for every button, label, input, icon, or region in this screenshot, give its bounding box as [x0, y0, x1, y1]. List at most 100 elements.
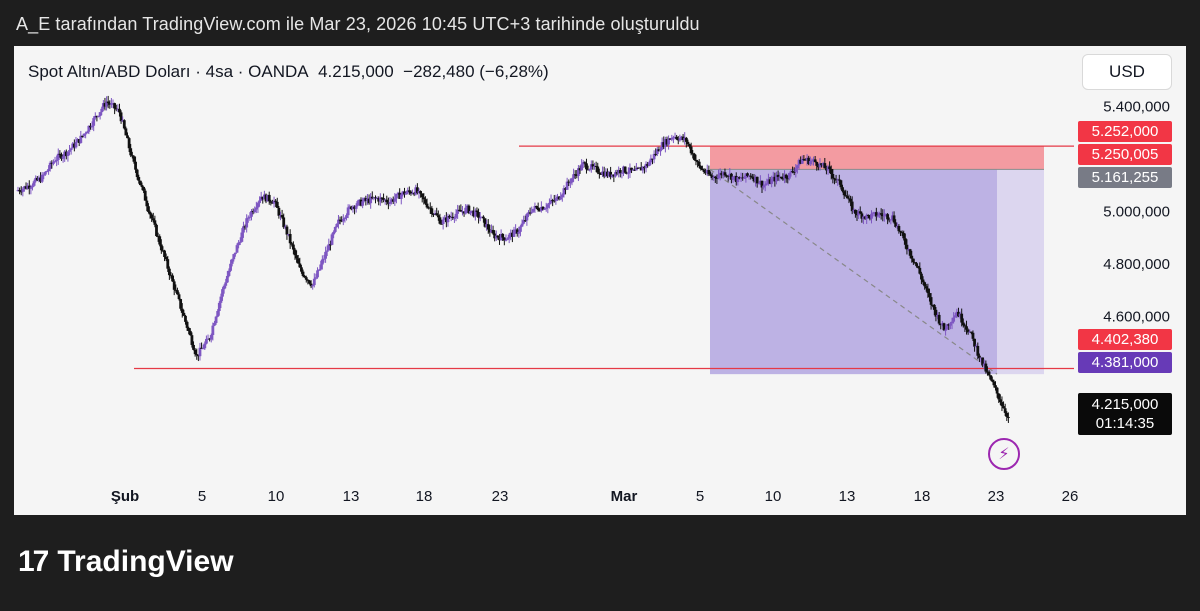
candle-body [106, 101, 110, 104]
lightning-icon[interactable]: ⚡ [988, 438, 1020, 470]
candle-body [158, 236, 162, 245]
candle-body [97, 116, 100, 118]
candle-body [414, 187, 418, 195]
candle-body [570, 178, 574, 183]
candle-body [399, 194, 403, 199]
candle-body [372, 197, 376, 199]
candle-body [739, 177, 743, 179]
candle-body [85, 131, 89, 134]
candle-body [370, 196, 374, 199]
candle-body [490, 229, 493, 233]
candle-body [203, 343, 207, 349]
chart-panel[interactable]: 5.000,000 4.800,000 4.600,000 5.400,000 4.21… [14, 46, 1186, 515]
brand-name: TradingView [57, 545, 234, 578]
candle-body [209, 335, 213, 340]
candle-body [841, 187, 844, 192]
candle-body [432, 214, 435, 216]
candle-body [552, 200, 556, 202]
candle-body [741, 177, 745, 179]
candle-body [986, 371, 989, 373]
candle-body [686, 141, 690, 145]
candle-body [180, 308, 184, 313]
candle-body [821, 163, 825, 166]
y-tick-partial-top: 5.400,000 [1103, 99, 1170, 116]
x-tick-label: 23 [988, 488, 1005, 505]
candle-body [280, 215, 284, 218]
candle-body [689, 146, 693, 154]
candle-body [221, 289, 224, 297]
candle-body [453, 217, 456, 219]
candle-body [42, 174, 46, 176]
candle-body [697, 161, 701, 167]
candle-body [514, 229, 518, 231]
candle-body [551, 200, 555, 202]
candle-body [929, 297, 933, 305]
candle-body [646, 163, 650, 166]
candle-body [435, 213, 439, 216]
candle-body [934, 309, 938, 317]
candle-body [981, 357, 985, 366]
candle-body [921, 279, 925, 283]
price-change: −282,480 (−6,28%) [403, 62, 549, 81]
candle-body [998, 399, 1002, 403]
candle-body [787, 172, 791, 179]
candle-body [849, 198, 852, 202]
candle-body [517, 231, 521, 234]
candle-body [306, 279, 310, 281]
candle-body [100, 108, 104, 113]
candle-body [253, 209, 257, 213]
candle-body [644, 163, 648, 169]
candle-body [597, 172, 601, 174]
candle-body [390, 199, 394, 202]
candle-body [465, 205, 469, 208]
candle-body [127, 138, 131, 149]
candle-body [308, 280, 311, 284]
candle-body [1002, 406, 1005, 409]
candle-body [440, 223, 443, 225]
candle-body [847, 198, 851, 200]
last-price: 4.215,000 [318, 62, 394, 81]
candle-body [153, 220, 157, 225]
candle-body [327, 244, 331, 251]
candle-body [39, 177, 42, 182]
candle-body [21, 188, 25, 192]
price-chart[interactable]: 5.000,000 4.800,000 4.600,000 5.400,000 4.21… [14, 46, 1186, 515]
x-tick-label: 18 [416, 488, 433, 505]
candle-body [348, 206, 352, 208]
candle-body [111, 103, 115, 105]
candle-body [865, 214, 869, 219]
currency-button[interactable]: USD [1082, 54, 1172, 90]
candle-body [449, 216, 453, 218]
candle-body [712, 176, 716, 179]
candle-body [135, 169, 139, 178]
candle-body [66, 151, 70, 156]
candle-body [375, 198, 379, 200]
candle-body [651, 158, 654, 160]
candle-body [176, 290, 179, 295]
candle-body [784, 174, 788, 179]
candle-body [989, 375, 993, 380]
candle-body [915, 263, 918, 267]
candle-body [599, 173, 603, 175]
candle-body [48, 162, 52, 170]
candle-body [902, 233, 906, 239]
candle-body [707, 170, 711, 175]
candle-body [147, 206, 150, 212]
candle-body [804, 159, 807, 161]
candle-body [269, 201, 273, 203]
candle-body [301, 271, 305, 276]
candle-body [60, 154, 63, 159]
candle-body [870, 213, 873, 219]
candle-body [675, 136, 679, 139]
candle-body [150, 214, 154, 219]
candle-body [411, 193, 414, 195]
candle-body [783, 174, 786, 179]
candle-body [496, 235, 500, 238]
last-price-tag: 4.215,000 01:14:35 [1078, 393, 1172, 435]
candle-body [963, 325, 967, 327]
candle-body [219, 296, 223, 303]
candle-body [274, 200, 278, 202]
candle-body [275, 201, 279, 208]
candle-body [187, 327, 191, 331]
candle-body [493, 233, 497, 239]
